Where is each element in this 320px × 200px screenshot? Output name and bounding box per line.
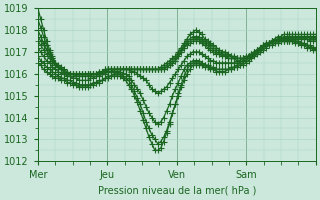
X-axis label: Pression niveau de la mer( hPa ): Pression niveau de la mer( hPa ) [98, 186, 256, 196]
